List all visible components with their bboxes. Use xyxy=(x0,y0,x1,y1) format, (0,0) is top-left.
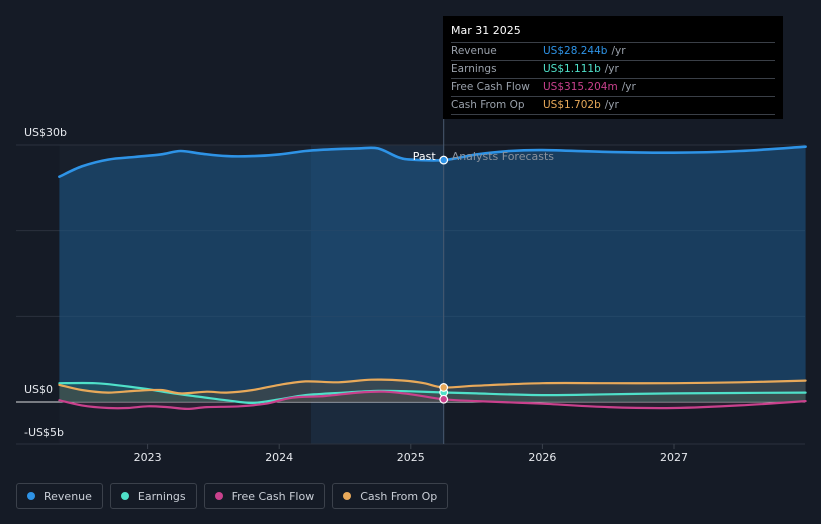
series-area-free-cash-flow xyxy=(59,391,806,409)
series-area-cash-from-op xyxy=(59,379,806,402)
forecast-label: Analysts Forecasts xyxy=(452,150,555,163)
highlight-point-revenue xyxy=(439,155,449,165)
tooltip-unit: /yr xyxy=(611,45,626,57)
tooltip: Mar 31 2025 Revenue US$28.244b /yr Earni… xyxy=(443,16,783,119)
x-tick-label: 2023 xyxy=(134,451,162,464)
tooltip-label: Cash From Op xyxy=(451,99,525,111)
y-tick-label: US$0 xyxy=(24,383,53,396)
tooltip-value: US$315.204m xyxy=(543,81,618,93)
x-tick-label: 2027 xyxy=(660,451,688,464)
legend-dot-icon xyxy=(343,492,352,500)
legend: Revenue Earnings Free Cash Flow Cash Fro… xyxy=(16,483,449,511)
y-tick-label: US$30b xyxy=(24,126,67,139)
series-line-revenue xyxy=(58,145,807,178)
legend-label: Cash From Op xyxy=(360,489,438,503)
x-tick-label: 2025 xyxy=(397,451,425,464)
highlight-point-free-cash-flow xyxy=(439,394,449,404)
legend-label: Revenue xyxy=(44,489,92,503)
tooltip-unit: /yr xyxy=(604,99,619,111)
legend-item-cash-from-op[interactable]: Cash From Op xyxy=(332,483,449,509)
tooltip-row-earnings: Earnings US$1.111b /yr xyxy=(451,61,775,79)
tooltip-label: Free Cash Flow xyxy=(451,81,530,93)
series-area-revenue xyxy=(59,146,806,402)
legend-item-earnings[interactable]: Earnings xyxy=(109,483,197,509)
legend-dot-icon xyxy=(214,492,223,500)
y-tick-label: -US$5b xyxy=(24,426,64,439)
legend-label: Earnings xyxy=(137,489,186,503)
tooltip-value: US$1.702b xyxy=(543,99,601,111)
legend-label: Free Cash Flow xyxy=(231,489,315,503)
tooltip-date: Mar 31 2025 xyxy=(451,22,775,43)
series-line-cash-from-op xyxy=(58,378,807,395)
tooltip-unit: /yr xyxy=(621,81,636,93)
past-label: Past xyxy=(413,150,437,163)
legend-dot-icon xyxy=(27,492,35,500)
highlight-point-cash-from-op xyxy=(439,383,449,392)
tooltip-unit: /yr xyxy=(604,63,619,75)
tooltip-label: Earnings xyxy=(451,63,497,75)
legend-item-revenue[interactable]: Revenue xyxy=(16,483,103,509)
tooltip-row-cash-from-op: Cash From Op US$1.702b /yr xyxy=(451,97,775,115)
tooltip-value: US$28.244b xyxy=(543,45,608,57)
series-line-free-cash-flow xyxy=(58,390,807,411)
tooltip-row-free-cash-flow: Free Cash Flow US$315.204m /yr xyxy=(451,79,775,97)
x-tick-label: 2024 xyxy=(265,451,293,464)
tooltip-row-revenue: Revenue US$28.244b /yr xyxy=(451,43,775,61)
x-tick-label: 2026 xyxy=(528,451,556,464)
legend-dot-icon xyxy=(120,492,129,500)
tooltip-label: Revenue xyxy=(451,45,497,57)
legend-item-free-cash-flow[interactable]: Free Cash Flow xyxy=(203,483,326,509)
tooltip-value: US$1.111b xyxy=(543,63,601,75)
